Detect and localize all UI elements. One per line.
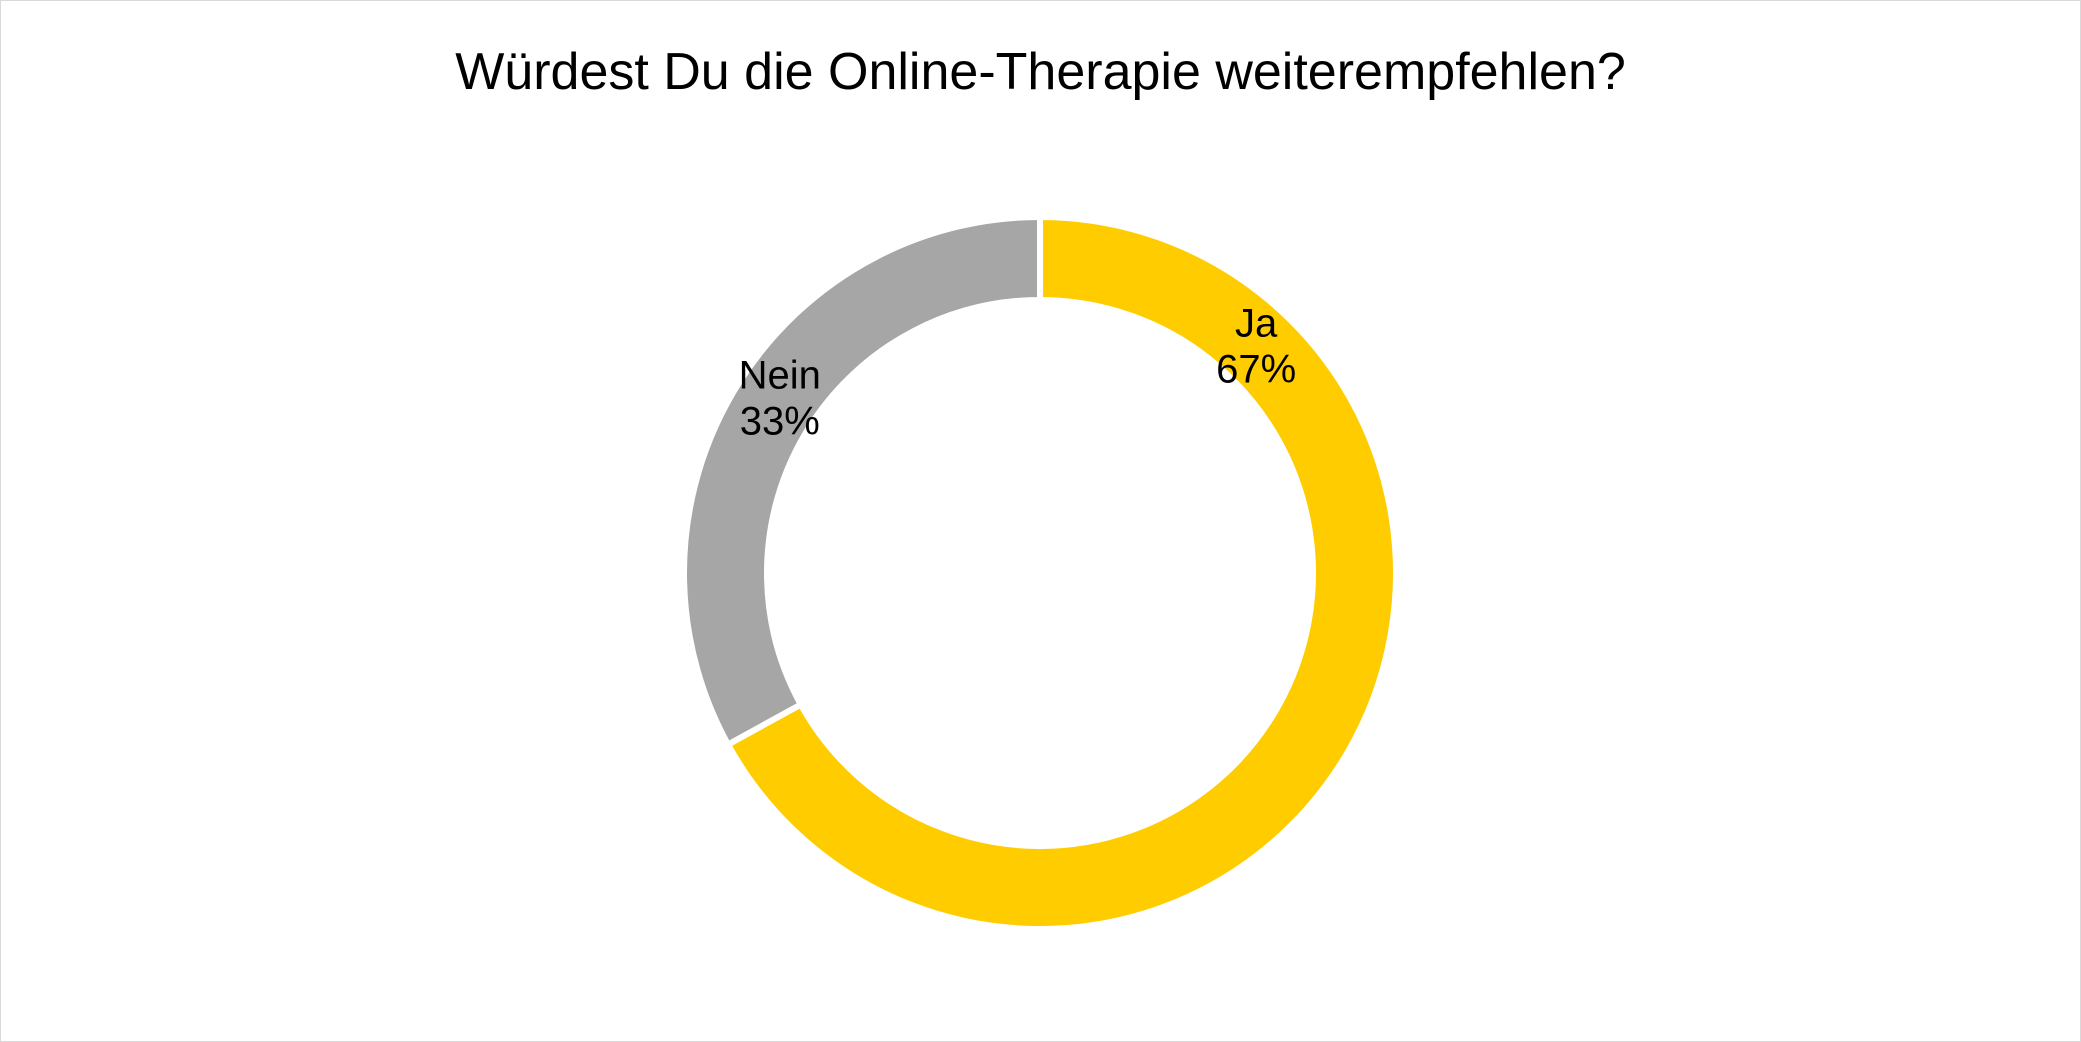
data-label-ja: Ja 67% bbox=[1216, 302, 1296, 392]
chart-title: Würdest Du die Online-Therapie weiteremp… bbox=[455, 43, 1626, 101]
slice-nein bbox=[681, 213, 1043, 749]
data-label-value: 33% bbox=[740, 399, 820, 443]
data-label-category: Ja bbox=[1235, 302, 1278, 346]
slices-layer bbox=[681, 213, 1399, 932]
data-label-category: Nein bbox=[739, 353, 821, 397]
slice-ja bbox=[723, 213, 1399, 932]
data-label-nein: Nein 33% bbox=[739, 353, 821, 443]
data-label-value: 67% bbox=[1216, 348, 1296, 392]
labels-layer: Ja 67% Nein 33% bbox=[739, 302, 1297, 444]
